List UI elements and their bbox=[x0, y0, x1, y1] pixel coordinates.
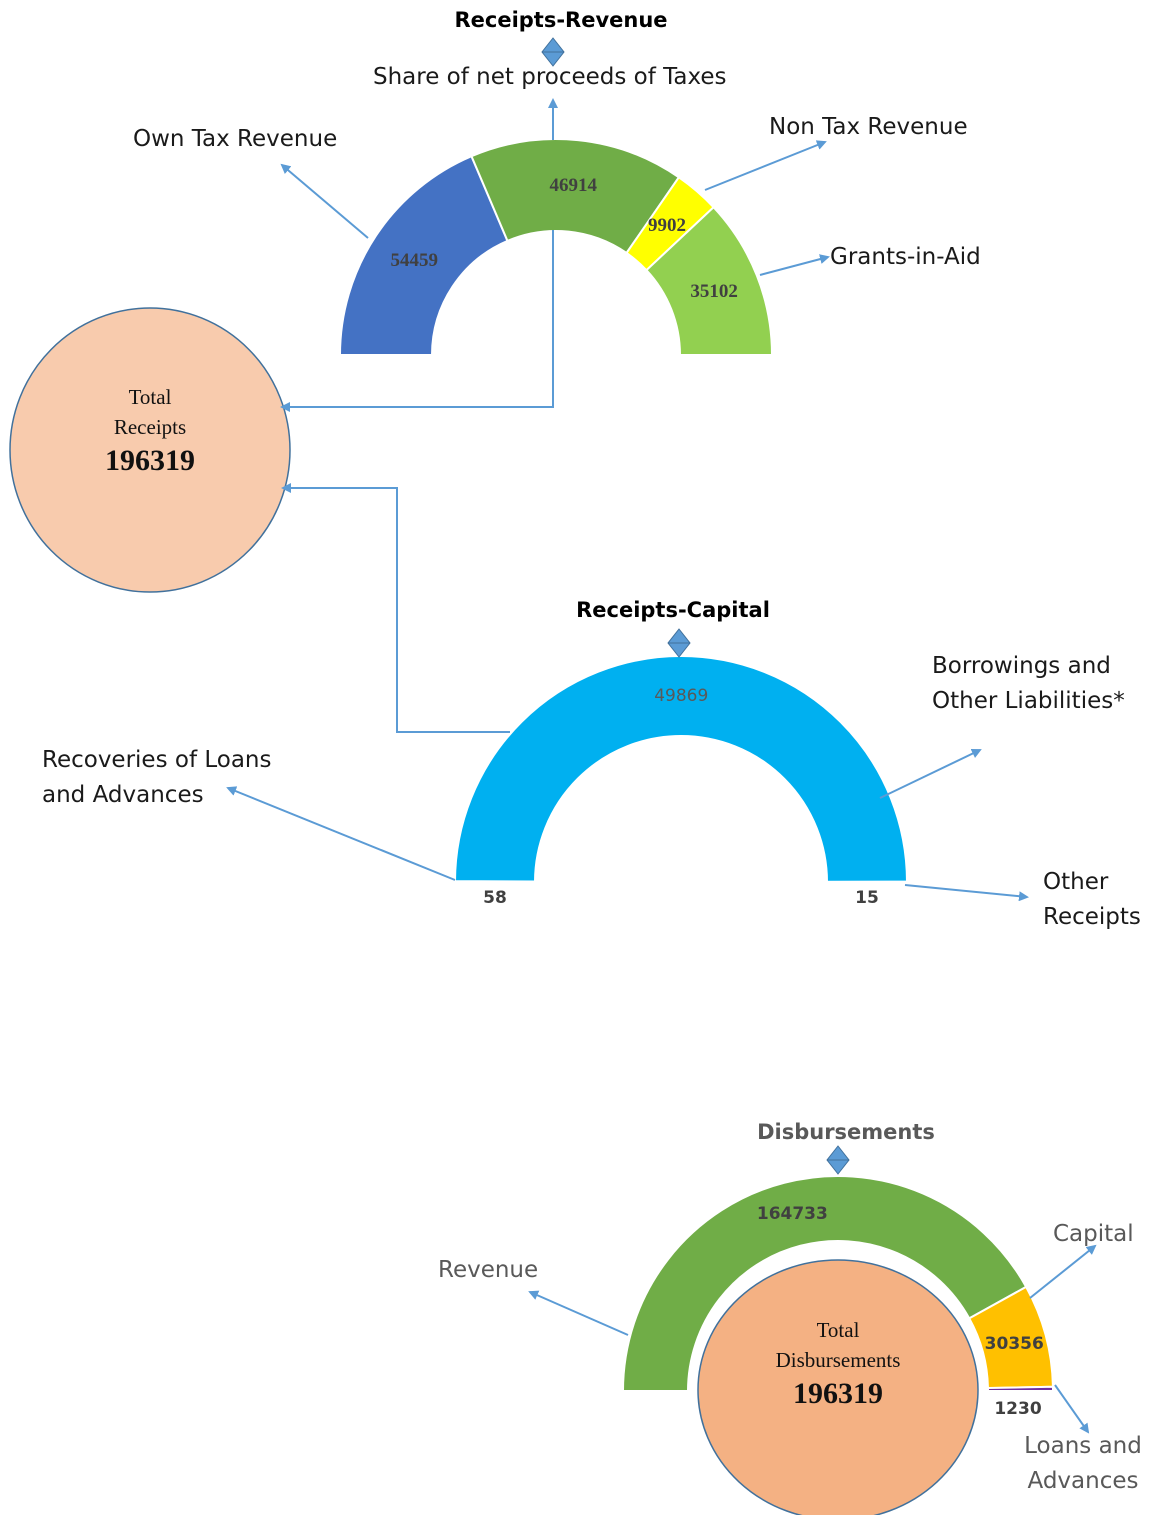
data-label: 49869 bbox=[654, 686, 709, 706]
arrow bbox=[704, 140, 827, 191]
center-text: Total Receipts 196319 bbox=[90, 382, 210, 479]
total-receipts-circle bbox=[9, 307, 291, 593]
arcs bbox=[338, 138, 1055, 1392]
data-label: 1230 bbox=[994, 1399, 1042, 1419]
chart-title: Disbursements bbox=[757, 1120, 935, 1144]
chart-title: Receipts-Capital bbox=[576, 598, 770, 622]
category-label: Other Receipts bbox=[1043, 869, 1141, 930]
category-label: Share of net proceeds of Taxes bbox=[373, 64, 727, 90]
center-value: 196319 bbox=[105, 443, 195, 477]
arrow bbox=[1054, 1384, 1090, 1434]
category-label: Loans and Advances bbox=[1024, 1433, 1142, 1494]
category-label: Revenue bbox=[438, 1257, 539, 1283]
chart-title: Receipts-Revenue bbox=[454, 8, 668, 32]
center-label: Total Disbursements bbox=[775, 1318, 901, 1373]
arrow bbox=[759, 254, 830, 276]
center-label: Total Receipts bbox=[113, 385, 187, 440]
arc-segment bbox=[986, 1385, 1055, 1392]
data-label: 9902 bbox=[647, 215, 686, 237]
total-disbursements-circle bbox=[697, 1259, 979, 1515]
category-label: Borrowings and Other Liabilities* bbox=[932, 653, 1125, 714]
arrow bbox=[528, 1290, 629, 1336]
arc-segment bbox=[621, 1174, 1028, 1392]
connector bbox=[281, 483, 510, 733]
diamonds bbox=[541, 37, 850, 1175]
arrow bbox=[1029, 1244, 1097, 1299]
category-label: Recoveries of Loans and Advances bbox=[42, 747, 272, 808]
category-label: Capital bbox=[1053, 1221, 1134, 1247]
data-label: 35102 bbox=[690, 281, 738, 303]
diamond bbox=[667, 628, 691, 658]
data-label: 30356 bbox=[984, 1333, 1044, 1354]
diamond bbox=[826, 1145, 850, 1175]
connector bbox=[280, 230, 554, 412]
category-label: Grants-in-Aid bbox=[830, 244, 981, 270]
category-label: Non Tax Revenue bbox=[769, 114, 968, 140]
data-label: 15 bbox=[855, 888, 879, 908]
center-text: Total Disbursements 196319 bbox=[753, 1315, 923, 1412]
center-value: 196319 bbox=[793, 1376, 883, 1410]
arrow bbox=[879, 748, 982, 799]
data-label: 46914 bbox=[549, 174, 597, 196]
category-label: Own Tax Revenue bbox=[133, 126, 338, 152]
arc-segment bbox=[338, 154, 509, 356]
arc-segment bbox=[645, 205, 774, 356]
data-label: 164733 bbox=[756, 1204, 828, 1225]
arc-segment bbox=[453, 654, 909, 883]
data-label: 58 bbox=[483, 888, 507, 908]
data-label: 54459 bbox=[390, 250, 438, 272]
arrow bbox=[226, 786, 456, 881]
arrows bbox=[226, 98, 1097, 1434]
diamond bbox=[541, 37, 565, 67]
arrow bbox=[280, 163, 369, 239]
arrow bbox=[904, 884, 1029, 902]
